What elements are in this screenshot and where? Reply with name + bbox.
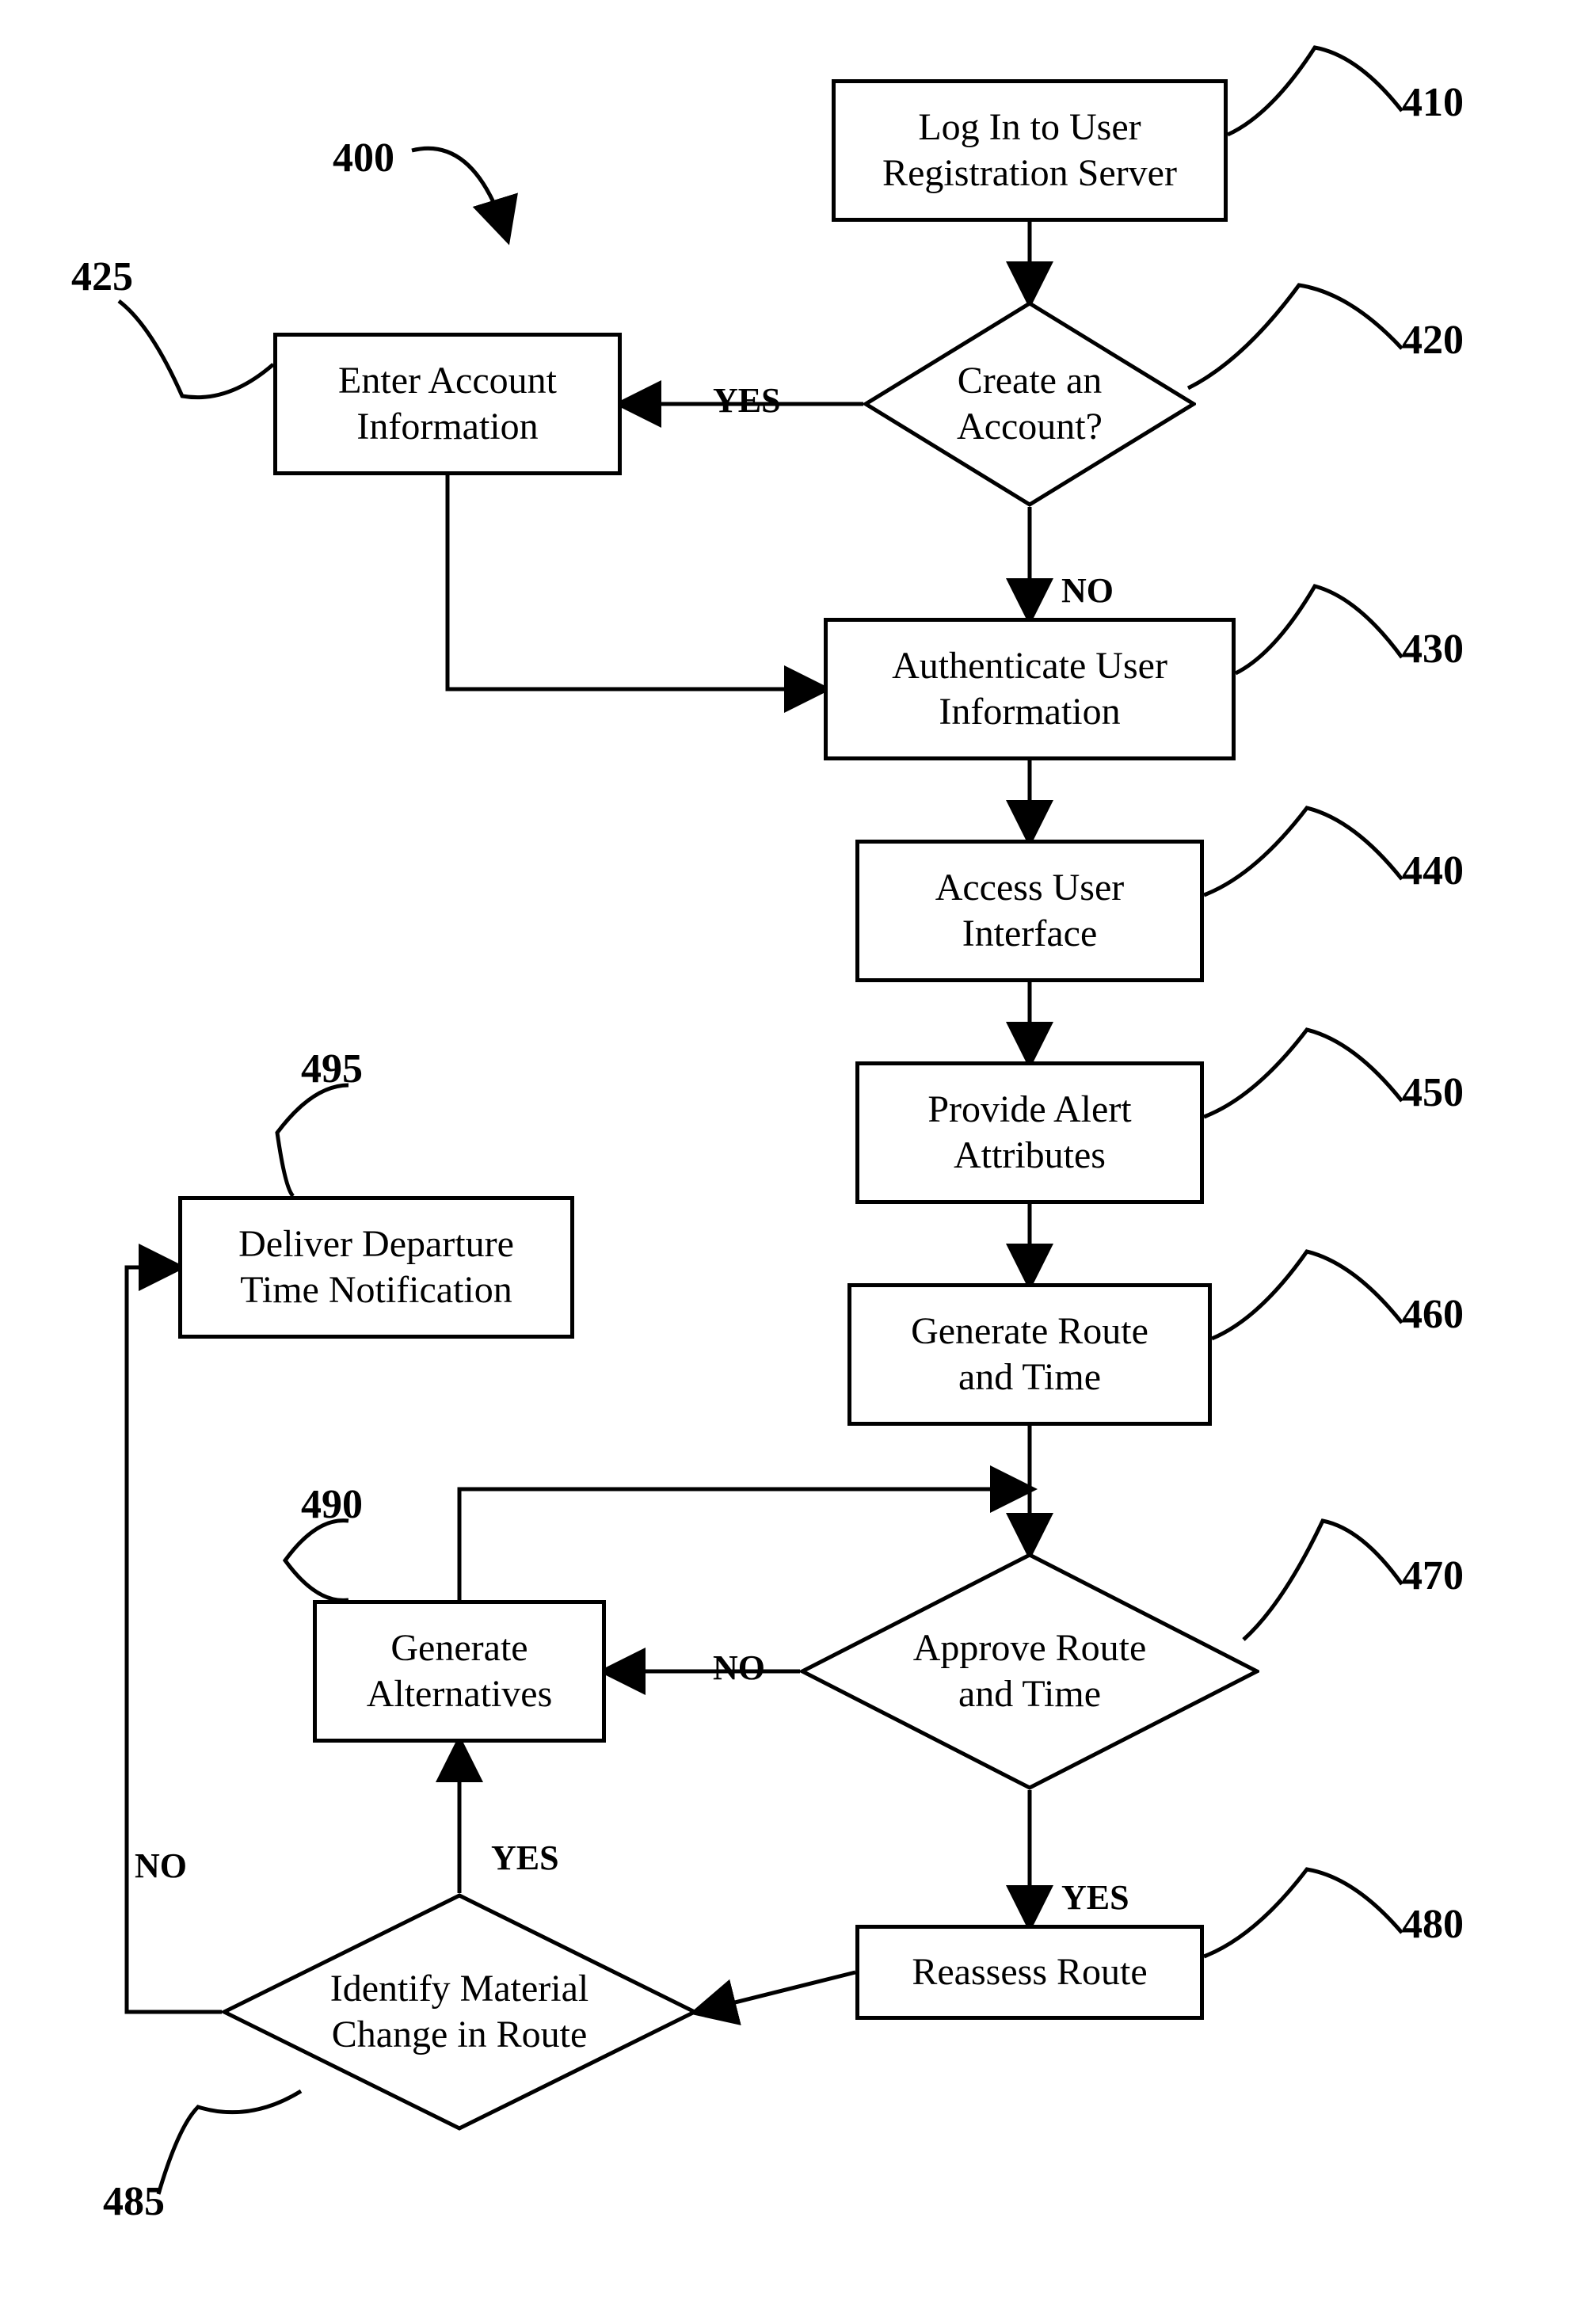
ref-label-n400: 400	[333, 135, 394, 181]
ref-label-ref460: 460	[1402, 1291, 1464, 1338]
ref-label-ref425: 425	[71, 253, 133, 300]
node-n450: Provide AlertAttributes	[855, 1061, 1204, 1204]
ref-label-ref490: 490	[301, 1481, 363, 1528]
node-n480: Reassess Route	[855, 1925, 1204, 2020]
node-text-n440: Access UserInterface	[935, 865, 1125, 956]
node-n490: GenerateAlternatives	[313, 1600, 606, 1743]
ref-label-ref420: 420	[1402, 317, 1464, 364]
node-text-n480: Reassess Route	[912, 1949, 1147, 1995]
ref-label-ref440: 440	[1402, 848, 1464, 894]
flowchart-container: 400 Log In to UserRegistration Server 410 C…	[0, 0, 1573, 2324]
node-text-n460: Generate Routeand Time	[911, 1309, 1148, 1400]
ref-label-ref480: 480	[1402, 1901, 1464, 1948]
ref-label-ref450: 450	[1402, 1069, 1464, 1116]
node-text-n420: Create anAccount?	[957, 358, 1103, 449]
edge-label-n470-n480: YES	[1061, 1877, 1129, 1918]
node-text-n490: GenerateAlternatives	[367, 1625, 553, 1716]
ref-label-ref485: 485	[103, 2178, 165, 2225]
node-text-n495: Deliver DepartureTime Notification	[238, 1221, 514, 1312]
edge-label-n420-n425: YES	[713, 380, 781, 421]
node-text-n425: Enter AccountInformation	[338, 358, 557, 449]
node-n425: Enter AccountInformation	[273, 333, 622, 475]
ref-label-ref470: 470	[1402, 1553, 1464, 1599]
ref-label-ref430: 430	[1402, 626, 1464, 672]
edge-label-n485-n490: YES	[491, 1838, 559, 1878]
node-text-n410: Log In to UserRegistration Server	[882, 105, 1177, 196]
node-n430: Authenticate UserInformation	[824, 618, 1236, 760]
node-text-n485: Identify MaterialChange in Route	[330, 1966, 589, 2057]
node-text-n470: Approve Routeand Time	[913, 1625, 1147, 1716]
node-text-n430: Authenticate UserInformation	[892, 643, 1167, 734]
edge-label-n470-n490: NO	[713, 1648, 765, 1688]
ref-label-ref410: 410	[1402, 79, 1464, 126]
node-text-n450: Provide AlertAttributes	[927, 1087, 1131, 1178]
node-n440: Access UserInterface	[855, 840, 1204, 982]
ref-label-ref495: 495	[301, 1046, 363, 1092]
node-n470: Approve Routeand Time	[800, 1553, 1259, 1790]
node-n460: Generate Routeand Time	[847, 1283, 1212, 1426]
node-n495: Deliver DepartureTime Notification	[178, 1196, 574, 1339]
node-n410: Log In to UserRegistration Server	[832, 79, 1228, 222]
edge-label-n420-n430: NO	[1061, 570, 1114, 611]
node-n420: Create anAccount?	[863, 301, 1196, 507]
node-n485: Identify MaterialChange in Route	[222, 1893, 697, 2131]
edge-label-n485-n495: NO	[135, 1846, 187, 1886]
